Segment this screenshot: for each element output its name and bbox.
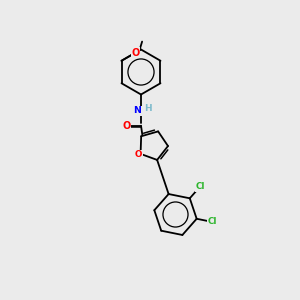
Text: Cl: Cl [207, 218, 217, 226]
Text: H: H [144, 104, 152, 113]
Text: N: N [134, 106, 141, 115]
Text: O: O [132, 47, 140, 58]
Text: Cl: Cl [195, 182, 205, 191]
Text: O: O [122, 121, 131, 131]
Text: O: O [135, 150, 142, 159]
